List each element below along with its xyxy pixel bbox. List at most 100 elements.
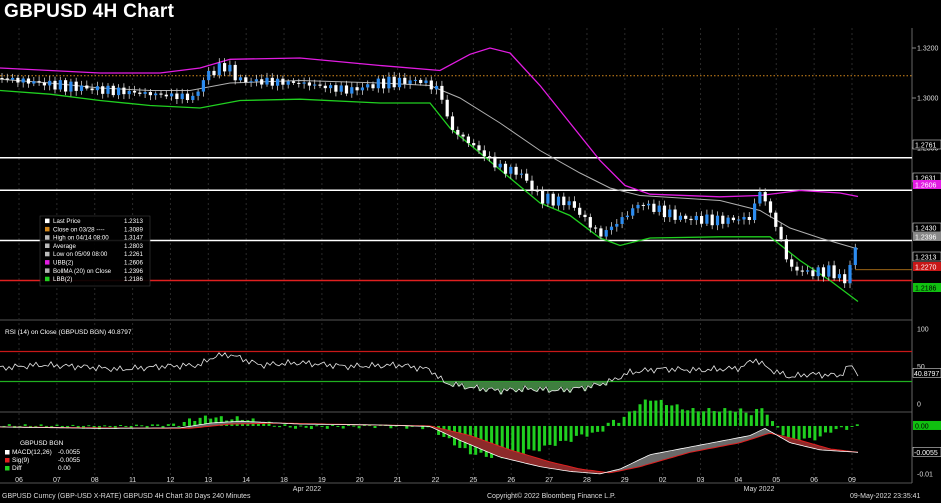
macd-diff-bar bbox=[627, 411, 631, 426]
macd-diff-bar bbox=[129, 425, 133, 429]
candle-body bbox=[122, 87, 126, 95]
candle-body bbox=[631, 208, 635, 216]
x-tick-label: 06 bbox=[15, 477, 23, 484]
macd-diff-bar bbox=[824, 425, 827, 433]
candle-body bbox=[58, 80, 62, 90]
candle-body bbox=[821, 267, 826, 277]
macd-diff-bar bbox=[654, 400, 658, 426]
macd-diff-bar bbox=[574, 425, 578, 436]
macd-diff-bar bbox=[649, 400, 653, 426]
macd-diff-bar bbox=[590, 425, 594, 433]
candle-body bbox=[636, 204, 640, 209]
candle-body bbox=[127, 90, 131, 95]
macd-diff-bar bbox=[612, 419, 615, 426]
legend-box bbox=[39, 215, 151, 287]
footer-copyright: Copyright© 2022 Bloomberg Finance L.P. bbox=[487, 493, 616, 500]
candle-body bbox=[811, 270, 815, 277]
candle-body bbox=[334, 85, 338, 92]
macd-diff-bar bbox=[723, 408, 727, 426]
macd-diff-bar bbox=[527, 425, 531, 450]
candle-body bbox=[445, 99, 449, 117]
macd-diff-bar bbox=[792, 425, 796, 440]
macd-diff-bar bbox=[188, 418, 191, 426]
candle-body bbox=[657, 205, 661, 212]
candle-body bbox=[270, 77, 274, 86]
legend-value: 1.2803 bbox=[124, 243, 143, 250]
price-right-label-box bbox=[913, 262, 941, 271]
macd-diff-bar bbox=[124, 425, 128, 427]
x-tick-label: 02 bbox=[659, 477, 667, 484]
macd-diff-bar bbox=[325, 425, 329, 429]
macd-diff-bar bbox=[760, 408, 764, 426]
macd-diff-bar bbox=[548, 425, 552, 445]
macd-diff-bar bbox=[373, 425, 377, 429]
candle-body bbox=[551, 193, 555, 206]
candle-body bbox=[286, 81, 290, 85]
price-right-label: 1.2313 bbox=[915, 255, 937, 262]
candle-body bbox=[546, 193, 550, 204]
chart-title: GBPUSD 4H Chart bbox=[4, 1, 175, 22]
macd-legend-title: GBPUSD BGN bbox=[20, 440, 64, 447]
candle-body bbox=[662, 205, 667, 218]
candle-body bbox=[583, 214, 587, 218]
macd-diff-bar bbox=[278, 425, 282, 428]
macd-diff-bar bbox=[771, 421, 774, 426]
macd-legend-box bbox=[2, 436, 80, 476]
macd-diff-bar bbox=[670, 405, 674, 426]
candle-body bbox=[541, 190, 545, 204]
candle-body bbox=[700, 215, 704, 224]
candle-body bbox=[350, 87, 354, 94]
macd-diff-bar bbox=[680, 409, 684, 426]
candle-body bbox=[514, 166, 518, 175]
footer-source: GBPUSD Curncy (GBP-USD X-RATE) GBPUSD 4H… bbox=[2, 493, 251, 500]
candle-body bbox=[694, 215, 698, 221]
price-right-label: 1.2270 bbox=[915, 265, 937, 272]
macd-diff-bar bbox=[262, 423, 266, 426]
candle-body bbox=[69, 81, 73, 92]
macd-diff-bar bbox=[352, 425, 356, 427]
candle-body bbox=[498, 163, 502, 168]
macd-diff-bar bbox=[696, 411, 700, 426]
legend-value: 1.2261 bbox=[124, 251, 143, 258]
candle-body bbox=[159, 93, 163, 95]
macd-diff-bar bbox=[506, 425, 509, 458]
x-tick-label: 22 bbox=[432, 477, 440, 484]
macd-diff-bar bbox=[39, 424, 43, 426]
candle-body bbox=[90, 88, 94, 91]
macd-diff-bar bbox=[405, 425, 409, 429]
macd-legend-label: Diff bbox=[12, 465, 22, 472]
candle-body bbox=[313, 84, 317, 86]
macd-diff-bar bbox=[44, 425, 48, 428]
macd-diff-bar bbox=[855, 424, 859, 426]
rsi-y-tick-label: 50 bbox=[917, 364, 925, 371]
price-right-label: 1.2761 bbox=[915, 143, 937, 150]
x-tick-label: 14 bbox=[242, 477, 250, 484]
x-tick-label: 26 bbox=[507, 477, 515, 484]
macd-diff-bar bbox=[818, 425, 822, 437]
candle-body bbox=[435, 85, 439, 90]
candle-body bbox=[148, 92, 152, 96]
macd-diff-bar bbox=[643, 399, 647, 426]
macd-diff-bar bbox=[283, 424, 287, 426]
macd-diff-bar bbox=[119, 425, 123, 427]
candle-body bbox=[620, 217, 624, 224]
candle-body bbox=[339, 85, 343, 92]
candle-body bbox=[64, 80, 68, 92]
candle-body bbox=[101, 86, 105, 94]
legend-label: Last Price bbox=[53, 218, 81, 225]
candle-body bbox=[466, 136, 470, 144]
macd-diff-bar bbox=[601, 425, 605, 432]
macd-diff-bar bbox=[728, 410, 732, 426]
candle-body bbox=[604, 230, 608, 237]
candle-body bbox=[254, 79, 258, 82]
x-month-label: May 2022 bbox=[744, 486, 775, 493]
candle-body bbox=[276, 78, 280, 86]
legend-swatch bbox=[45, 226, 50, 232]
macd-diff-bar bbox=[362, 424, 366, 426]
candle-body bbox=[48, 80, 52, 86]
x-tick-label: 08 bbox=[91, 477, 99, 484]
legend-label: Low on 05/09 08:00 bbox=[53, 251, 108, 258]
candle-body bbox=[318, 84, 322, 86]
candle-body bbox=[530, 180, 534, 191]
candle-body bbox=[376, 78, 380, 89]
